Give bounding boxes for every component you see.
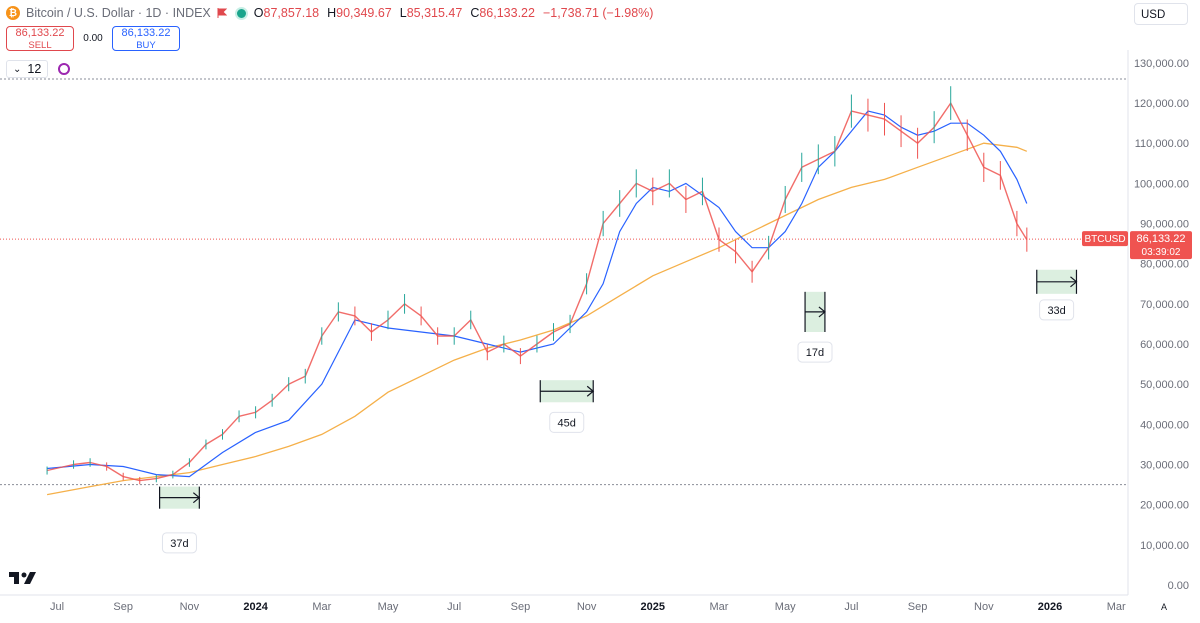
x-tick-label: Nov: [577, 601, 597, 613]
x-tick-label: Jul: [447, 601, 461, 613]
x-tick-label: 2024: [243, 601, 268, 613]
trade-buttons: 86,133.22 SELL 0.00 86,133.22 BUY: [6, 26, 180, 51]
currency-select[interactable]: USD: [1134, 3, 1188, 25]
fast-moving-average-line: [47, 110, 1028, 478]
x-tick-label: Jul: [844, 601, 858, 613]
y-tick-label: 30,000.00: [1140, 460, 1189, 472]
indicator-count: 12: [27, 62, 42, 76]
x-tick-label: May: [775, 601, 796, 613]
date-range-arrowhead: [818, 306, 826, 318]
ohlc-high-key: H: [327, 6, 337, 20]
date-range-label: 37d: [170, 538, 188, 550]
date-range-arrowhead: [192, 492, 201, 504]
x-tick-label: Sep: [511, 601, 531, 613]
ohlc-high-value: 90,349.67: [336, 6, 392, 20]
x-tick-label: Nov: [974, 601, 994, 613]
y-tick-label: 40,000.00: [1140, 419, 1189, 431]
date-range-arrowhead: [1070, 276, 1078, 288]
price-change: −1,738.71 (−1.98%): [542, 6, 654, 20]
chevron-down-icon: ⌄: [13, 63, 22, 75]
x-tick-label: May: [378, 601, 399, 613]
price-tag-countdown: 03:39:02: [1142, 247, 1181, 258]
x-tick-label: Sep: [908, 601, 928, 613]
buy-price: 86,133.22: [121, 27, 171, 39]
x-tick-label: 2025: [641, 601, 665, 613]
market-status-icon: [234, 6, 248, 20]
x-tick-label: Sep: [113, 601, 133, 613]
sync-icon[interactable]: [58, 63, 71, 75]
price-tag-value: 86,133.22: [1137, 233, 1186, 245]
auto-scale-button[interactable]: A: [1160, 602, 1167, 612]
buy-label: BUY: [136, 39, 156, 51]
y-tick-label: 20,000.00: [1140, 500, 1189, 512]
symbol-tag-box: [1082, 231, 1128, 247]
x-tick-label: Mar: [312, 601, 331, 613]
date-range-label-box: [161, 532, 197, 554]
ohlc-open-key: O: [253, 6, 264, 20]
y-tick-label: 130,000.00: [1134, 58, 1189, 70]
sell-button[interactable]: 86,133.22 SELL: [6, 26, 74, 51]
date-range-label-box: [797, 341, 833, 363]
y-tick-label: 50,000.00: [1140, 379, 1189, 391]
y-tick-label: 10,000.00: [1140, 540, 1189, 552]
buy-button[interactable]: 86,133.22 BUY: [112, 26, 180, 51]
tradingview-logo-icon: [9, 572, 36, 584]
y-tick-label: 110,000.00: [1135, 138, 1189, 150]
sell-label: SELL: [28, 39, 52, 51]
symbol-title[interactable]: Bitcoin / U.S. Dollar · 1D · INDEX: [26, 6, 211, 20]
price-series-line: [46, 102, 1028, 482]
indicators-row: ⌄ 12: [6, 60, 71, 78]
sell-price: 86,133.22: [15, 27, 65, 39]
ohlc-low-value: 85,315.47: [406, 6, 463, 20]
x-tick-label: Mar: [1107, 601, 1126, 613]
date-range-label: 45d: [558, 417, 576, 429]
spread-value: 0.00: [83, 33, 103, 44]
y-tick-label: 0.00: [1168, 580, 1189, 592]
ohlc-values: O87,857.18 H90,349.67 L85,315.47 C86,133…: [254, 6, 654, 20]
x-tick-label: Mar: [710, 601, 729, 613]
x-tick-label: 2026: [1038, 601, 1062, 613]
y-tick-label: 100,000.00: [1134, 178, 1189, 190]
flag-icon[interactable]: [217, 8, 227, 18]
bitcoin-icon: ₿: [6, 6, 20, 20]
indicators-toggle[interactable]: ⌄ 12: [6, 60, 49, 78]
ohlc-close-value: 86,133.22: [479, 6, 535, 20]
ohlc-low-key: L: [399, 6, 407, 20]
price-tag-box: [1130, 231, 1192, 260]
slow-moving-average-line: [46, 142, 1028, 496]
y-tick-label: 60,000.00: [1140, 339, 1189, 351]
y-tick-label: 70,000.00: [1140, 299, 1189, 311]
date-range-label: 17d: [806, 347, 824, 359]
date-range-label-box: [1039, 299, 1075, 321]
x-tick-label: Jul: [50, 601, 64, 613]
date-range-label-box: [549, 411, 585, 433]
date-range-arrowhead: [586, 385, 595, 397]
y-tick-label: 120,000.00: [1134, 98, 1189, 110]
y-tick-label: 80,000.00: [1140, 259, 1189, 271]
date-range-label: 33d: [1047, 305, 1065, 317]
symbol-legend: ₿ Bitcoin / U.S. Dollar · 1D · INDEX O87…: [6, 4, 653, 22]
symbol-tag-label: BTCUSD: [1084, 234, 1125, 245]
ohlc-open-value: 87,857.18: [263, 6, 320, 20]
ohlc-close-key: C: [470, 6, 480, 20]
x-tick-label: Nov: [180, 601, 200, 613]
y-tick-label: 90,000.00: [1140, 219, 1189, 231]
